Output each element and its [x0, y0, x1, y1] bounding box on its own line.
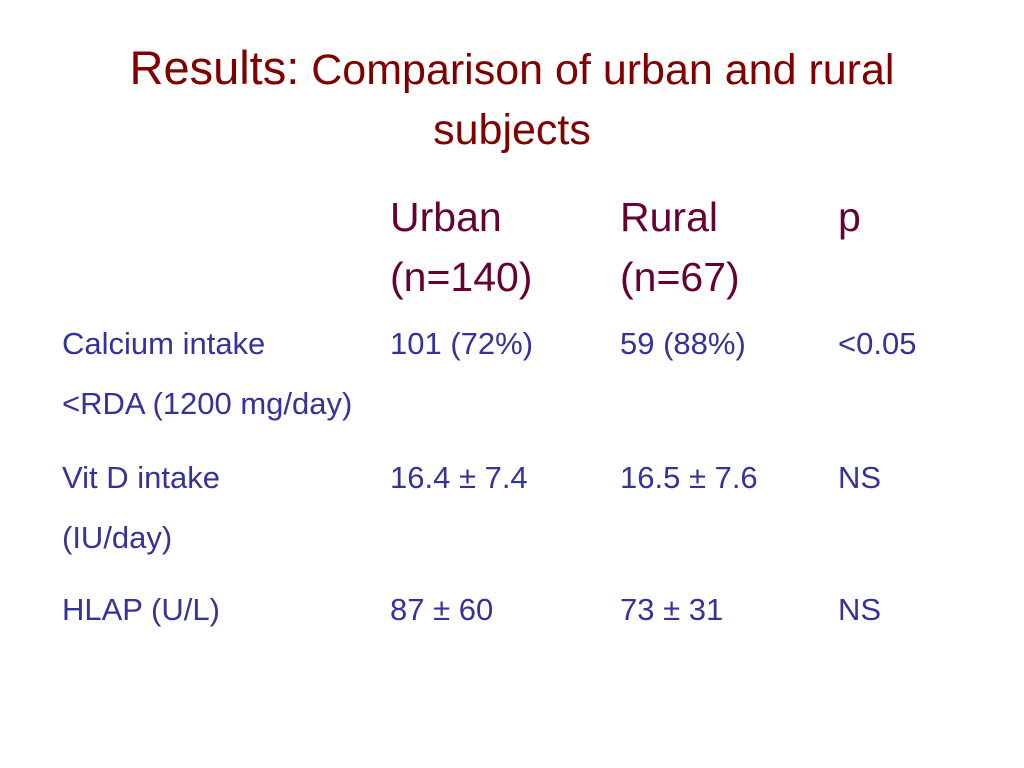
cell: NS [838, 460, 882, 495]
cell: 59 (88%) [620, 326, 746, 361]
cell: 16.4 ± 7.4 [390, 460, 528, 495]
cell: 73 ± 31 [620, 592, 724, 627]
cell: 16.5 ± 7.6 [620, 460, 758, 495]
row-label: Calcium intake [62, 326, 266, 361]
title-lead: Results: [129, 41, 300, 94]
row-label: (IU/day) [62, 520, 173, 555]
row-label: Vit D intake [62, 460, 220, 495]
cell: 87 ± 60 [390, 592, 494, 627]
column-header: p [838, 194, 861, 240]
row-label: HLAP (U/L) [62, 592, 220, 627]
row-label: <RDA (1200 mg/day) [62, 386, 353, 421]
column-header: Urban [390, 194, 502, 240]
cell: <0.05 [838, 326, 917, 361]
sample-size: (n=140) [390, 254, 533, 300]
sample-size: (n=67) [620, 254, 740, 300]
column-header: Rural [620, 194, 718, 240]
title-text: Comparison of urban and rural subjects [311, 46, 895, 154]
slide-title: Results: Comparison of urban and rural s… [100, 38, 924, 160]
title-wrap: Results: Comparison of urban and rural s… [107, 38, 917, 160]
cell: NS [838, 592, 882, 627]
cell: 101 (72%) [390, 326, 534, 361]
